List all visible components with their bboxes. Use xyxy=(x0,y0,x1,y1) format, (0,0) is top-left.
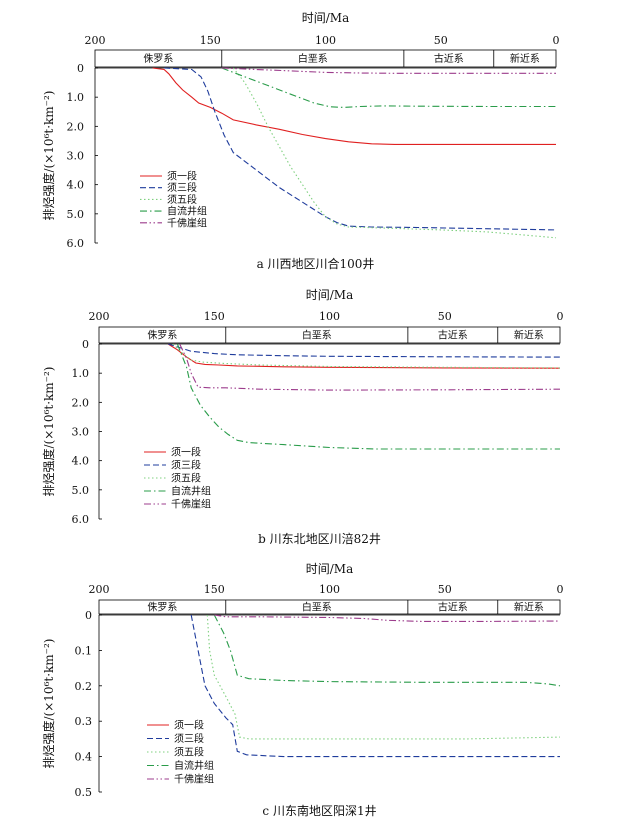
legend-label: 自流井组 xyxy=(167,205,207,218)
era-band xyxy=(98,326,561,344)
y-tick-label: 3.0 xyxy=(72,426,90,439)
legend-label: 须一段 xyxy=(167,170,197,183)
series-line-4 xyxy=(214,614,561,622)
x-tick-label: 150 xyxy=(204,583,225,596)
legend-label: 须三段 xyxy=(171,459,201,472)
era-label: 新近系 xyxy=(510,52,540,65)
x-tick-label: 100 xyxy=(319,583,340,596)
series-line-3 xyxy=(213,614,561,687)
y-axis-title: 排烃强度/(×10⁶t·km⁻²) xyxy=(41,639,56,769)
era-label: 白垩系 xyxy=(302,329,332,342)
legend-label: 须三段 xyxy=(174,732,204,745)
y-tick-label: 0.1 xyxy=(75,644,93,657)
y-tick-label: 0.3 xyxy=(75,715,93,728)
x-axis-title: 时间/Ma xyxy=(306,562,354,576)
legend-label: 须五段 xyxy=(171,472,201,485)
era-band xyxy=(94,49,557,68)
x-tick-label: 200 xyxy=(89,310,110,323)
era-label: 古近系 xyxy=(434,52,464,65)
series-line-5 xyxy=(221,67,556,74)
legend-label: 须一段 xyxy=(174,719,204,732)
legend-label: 千佛崖组 xyxy=(171,498,211,511)
series-line-4 xyxy=(176,343,560,450)
legend-label: 须一段 xyxy=(171,446,201,459)
y-tick-label: 0.4 xyxy=(75,751,93,764)
y-tick-label: 0.5 xyxy=(75,786,93,799)
series-line-3 xyxy=(232,67,557,239)
legend-label: 自流井组 xyxy=(174,759,214,772)
series-line-5 xyxy=(179,343,561,391)
era-label: 白垩系 xyxy=(302,601,332,614)
chart-panel-2: 时间/Ma 200 150 100 50 0 侏罗系 白垩系 古近系 新近系 0 1.0 2.0 3.0 4… xyxy=(41,288,564,546)
y-axis-title: 排烃强度/(×10⁶t·km⁻²) xyxy=(41,91,56,221)
x-tick-label: 0 xyxy=(557,310,564,323)
series-line-1 xyxy=(190,614,560,758)
x-tick-label: 200 xyxy=(85,34,106,47)
chart-panel-3: 时间/Ma 200 150 100 50 0 侏罗系 白垩系 古近系 新近系 0 0.1 0.2 0.3 0… xyxy=(41,562,564,818)
y-tick-label: 0.2 xyxy=(75,680,93,693)
y-tick-label: 4.0 xyxy=(72,455,90,468)
y-tick-label: 1.0 xyxy=(72,367,90,380)
series-line-3 xyxy=(172,343,561,369)
x-tick-label: 0 xyxy=(553,34,560,47)
legend-label: 千佛崖组 xyxy=(167,216,207,229)
series-line-1 xyxy=(152,67,556,145)
y-tick-label: 0 xyxy=(85,609,92,622)
x-tick-label: 150 xyxy=(200,34,221,47)
era-label: 新近系 xyxy=(514,329,544,342)
era-label: 侏罗系 xyxy=(147,330,177,342)
legend-label: 须五段 xyxy=(167,193,197,206)
legend-label: 千佛崖组 xyxy=(174,773,214,786)
era-label: 古近系 xyxy=(438,601,468,614)
y-tick-label: 0 xyxy=(82,338,89,351)
y-tick-label: 2.0 xyxy=(67,120,85,133)
legend-label: 须三段 xyxy=(167,181,197,194)
era-band xyxy=(98,599,561,615)
series-line-1 xyxy=(167,343,561,369)
y-tick-label: 4.0 xyxy=(67,179,85,192)
x-tick-label: 0 xyxy=(557,583,564,596)
era-label: 侏罗系 xyxy=(143,53,173,65)
series-line-4 xyxy=(221,67,556,108)
x-tick-label: 50 xyxy=(434,34,448,47)
x-tick-label: 50 xyxy=(438,583,452,596)
x-tick-label: 150 xyxy=(204,310,225,323)
series-line-2 xyxy=(206,614,561,740)
x-tick-label: 50 xyxy=(438,310,452,323)
series-line-2 xyxy=(167,343,561,358)
y-tick-label: 6.0 xyxy=(72,513,90,526)
y-tick-label: 2.0 xyxy=(72,396,90,409)
era-label: 白垩系 xyxy=(298,52,328,65)
x-axis-title: 时间/Ma xyxy=(306,288,354,302)
chart-panel-1: 时间/Ma 200 150 100 50 0 侏罗系 白垩系 古近系 新近系 0 1.0 2.0 3.0 4… xyxy=(41,11,560,271)
era-label: 侏罗系 xyxy=(147,602,177,614)
y-tick-label: 0 xyxy=(77,62,84,75)
legend-label: 须五段 xyxy=(174,746,204,759)
y-tick-label: 3.0 xyxy=(67,150,85,163)
y-tick-label: 6.0 xyxy=(67,237,85,250)
y-tick-label: 5.0 xyxy=(67,208,85,221)
chart-caption: a 川西地区川合100井 xyxy=(257,256,375,271)
y-tick-label: 1.0 xyxy=(67,91,85,104)
era-label: 新近系 xyxy=(514,601,544,614)
x-tick-label: 200 xyxy=(89,583,110,596)
x-axis-title: 时间/Ma xyxy=(302,11,350,25)
x-tick-label: 100 xyxy=(315,34,336,47)
legend-label: 自流井组 xyxy=(171,485,211,498)
era-label: 古近系 xyxy=(438,329,468,342)
chart-caption: b 川东北地区川涪82井 xyxy=(258,531,381,546)
y-tick-label: 5.0 xyxy=(72,484,90,497)
chart-caption: c 川东南地区阳深1井 xyxy=(262,803,376,818)
series-line-2 xyxy=(164,67,557,231)
x-tick-label: 100 xyxy=(319,310,340,323)
y-axis-title: 排烃强度/(×10⁶t·km⁻²) xyxy=(41,367,56,497)
